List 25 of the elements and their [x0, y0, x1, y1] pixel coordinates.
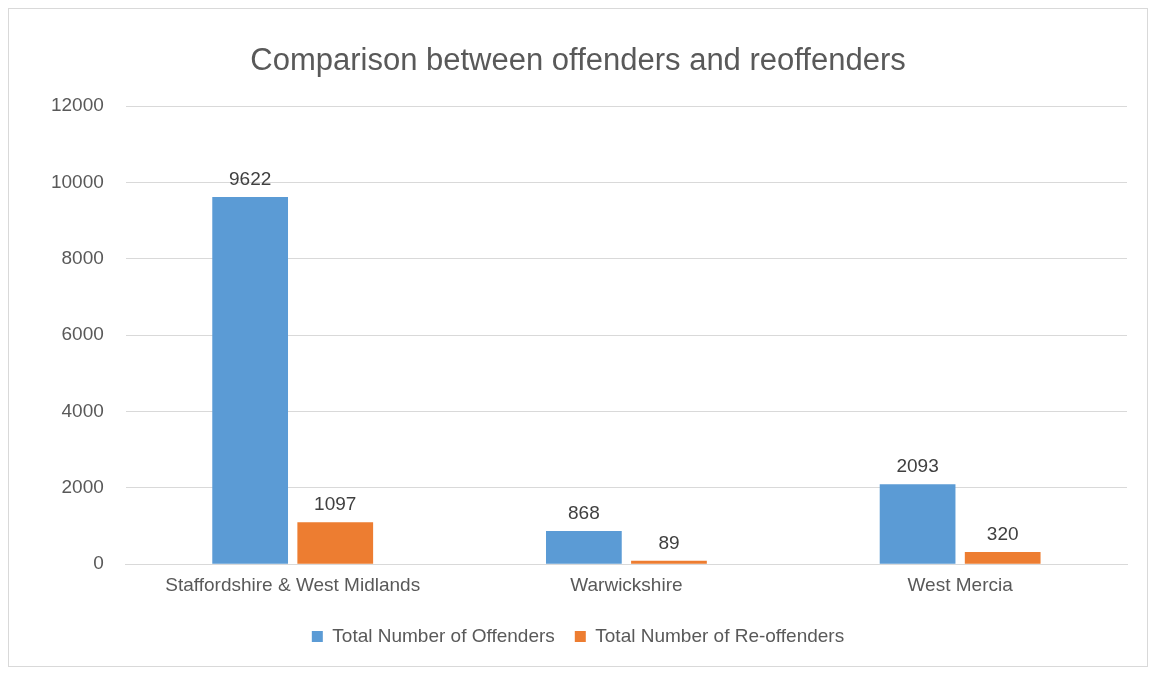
bar	[546, 531, 622, 564]
y-tick-label: 10000	[50, 170, 104, 192]
bar	[212, 196, 289, 564]
data-label: 320	[986, 522, 1019, 544]
x-tick-label: Staffordshire & West Midlands	[165, 573, 421, 595]
legend-label: Total Number of Re-offenders	[595, 624, 845, 646]
data-label: 2093	[896, 455, 939, 477]
y-tick-label: 12000	[50, 94, 104, 116]
y-tick-label: 0	[93, 552, 104, 574]
x-tick-label: West Mercia	[907, 573, 1014, 595]
data-label: 1097	[314, 493, 357, 515]
y-tick-label: 6000	[61, 323, 104, 345]
legend-label: Total Number of Offenders	[332, 624, 555, 646]
y-tick-label: 2000	[61, 476, 104, 498]
bar	[964, 551, 1041, 564]
bar	[631, 560, 707, 564]
y-tick-label: 4000	[61, 399, 104, 421]
chart-title: Comparison between offenders and reoffenders	[250, 42, 906, 78]
y-tick-label: 8000	[61, 247, 104, 269]
data-label: 9622	[229, 167, 272, 189]
x-tick-label: Warwickshire	[570, 573, 683, 595]
data-label: 868	[568, 501, 600, 523]
data-label: 89	[658, 531, 680, 553]
bar	[297, 522, 374, 564]
bar	[879, 484, 956, 564]
